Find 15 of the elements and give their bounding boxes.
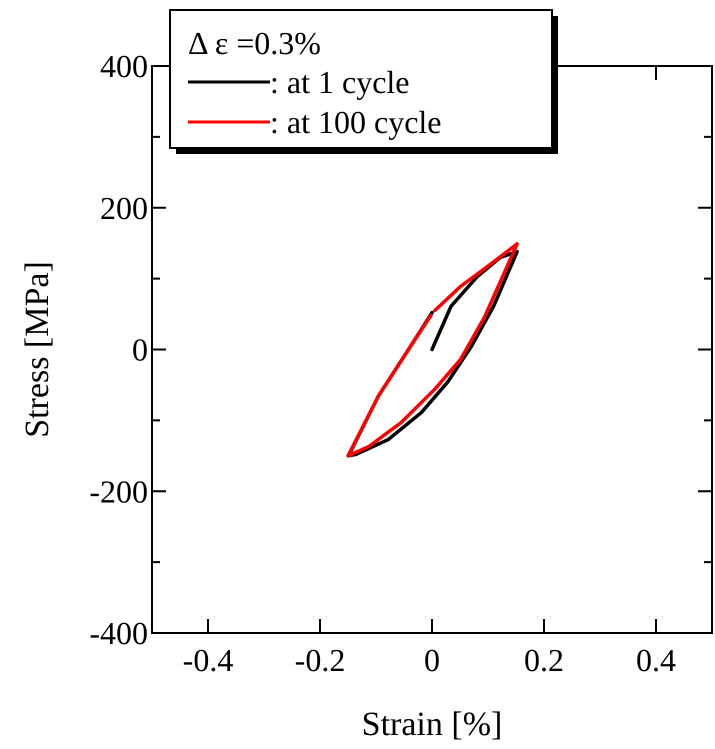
x-tick-label: 0 [424, 642, 440, 678]
x-tick-label: -0.2 [294, 642, 346, 678]
y-tick-label: 200 [100, 190, 148, 226]
legend-title: Δ ε =0.3% [188, 25, 321, 61]
legend-label: : at 100 cycle [270, 104, 442, 140]
y-tick-label: -400 [89, 615, 148, 652]
y-axis-title: Stress [MPa] [19, 261, 56, 438]
x-tick-label: 0.2 [524, 642, 564, 678]
x-tick-label: 0.4 [636, 642, 676, 678]
y-tick-label: 400 [100, 48, 148, 84]
y-tick-label: -200 [89, 473, 148, 510]
y-tick-label: 0 [132, 332, 148, 368]
legend-label: : at 1 cycle [270, 64, 410, 100]
x-tick-label: -0.4 [182, 642, 234, 678]
x-axis-title: Strain [%] [362, 706, 502, 743]
